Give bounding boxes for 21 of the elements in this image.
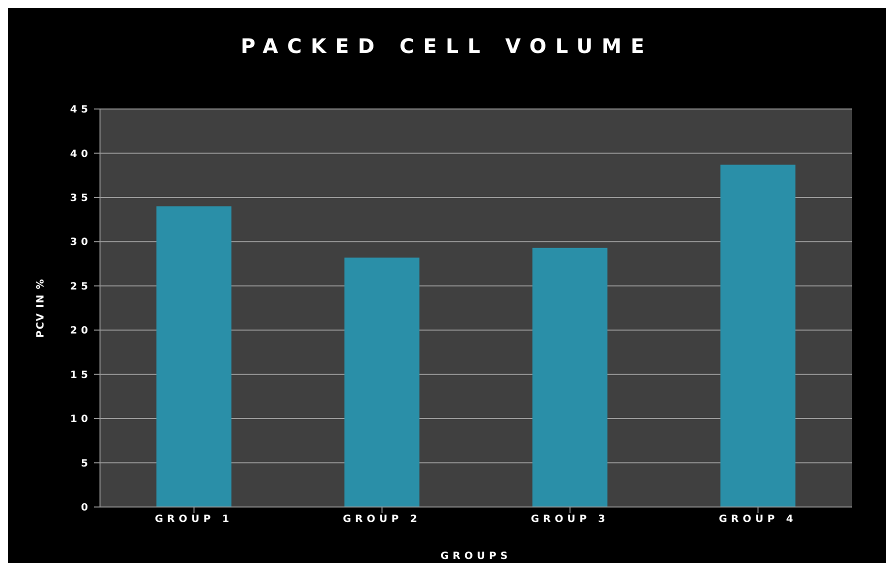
y-tick-label: 15 xyxy=(70,370,92,381)
y-tick-label: 40 xyxy=(70,148,92,160)
y-tick-label: 35 xyxy=(70,192,92,204)
x-tick-label: GROUP 1 xyxy=(154,514,234,526)
x-axis-title: GROUPS xyxy=(440,551,512,562)
bar xyxy=(532,248,608,507)
y-tick-label: 10 xyxy=(70,414,92,426)
y-axis-title: PCV IN % xyxy=(36,278,47,338)
y-tick-label: 20 xyxy=(70,326,92,337)
bar xyxy=(720,164,796,507)
y-tick-label: 30 xyxy=(70,237,92,248)
x-tick-label: GROUP 2 xyxy=(342,514,422,526)
x-tick-label: GROUP 4 xyxy=(718,514,798,526)
y-tick-label: 25 xyxy=(70,281,92,292)
y-tick-label: 5 xyxy=(81,458,92,470)
y-tick-label: 0 xyxy=(81,502,92,514)
bar xyxy=(344,258,420,507)
bar xyxy=(156,206,232,507)
chart-title: PACKED CELL VOLUME xyxy=(240,34,654,58)
y-tick-label: 45 xyxy=(70,104,92,116)
x-tick-label: GROUP 3 xyxy=(530,514,610,526)
